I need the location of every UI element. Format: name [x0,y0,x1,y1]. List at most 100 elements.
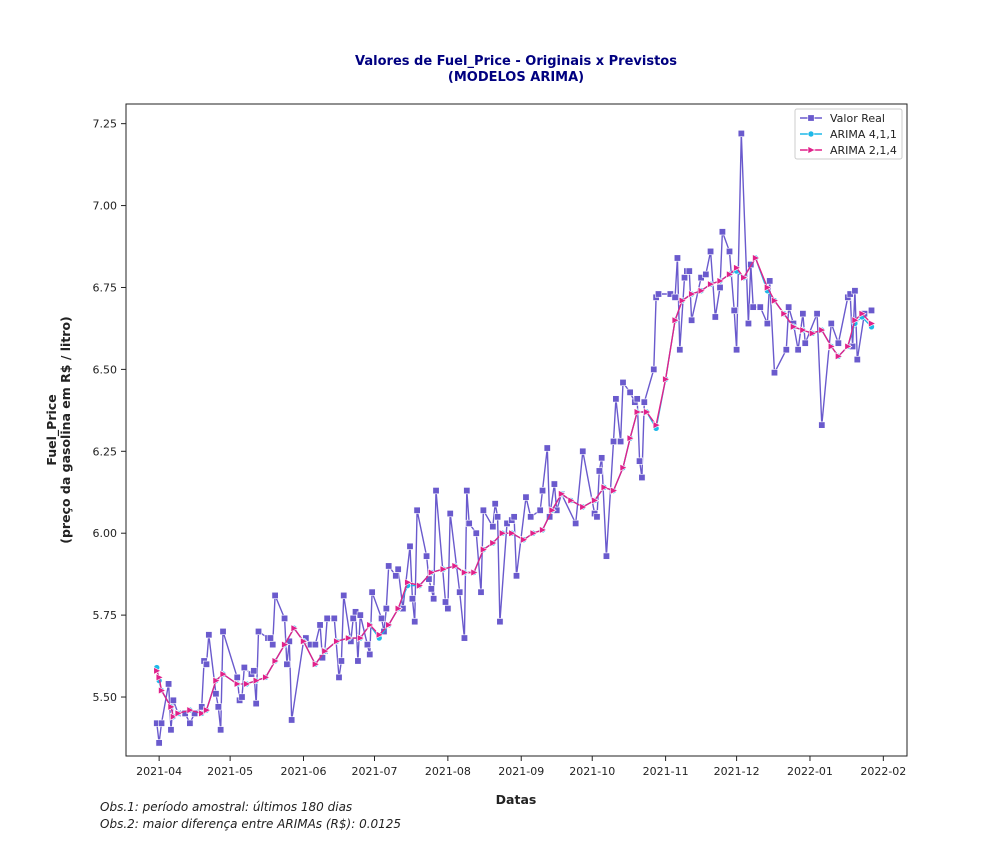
data-point-valor-real [432,487,440,495]
data-point-valor-real [619,378,627,386]
data-point-valor-real [269,641,277,649]
data-point-arima-2-1-4 [764,283,773,292]
legend-label-arima-2-1-4: ARIMA 2,1,4 [830,144,897,157]
data-point-arima-2-1-4 [356,634,365,643]
data-point-valor-real [650,365,658,373]
data-point-valor-real [169,696,177,704]
data-point-arima-2-1-4 [416,581,425,590]
data-point-valor-real [217,726,225,734]
data-point-arima-2-1-4 [489,539,498,548]
data-point-arima-2-1-4 [740,273,749,282]
plot-frame [125,103,908,757]
x-tick-label: 2021-05 [207,765,253,778]
data-point-arima-2-1-4 [167,702,176,711]
data-point-arima-2-1-4 [345,634,354,643]
data-point-valor-real [711,313,719,321]
data-point-valor-real [479,506,487,514]
data-point-arima-2-1-4 [153,666,162,675]
data-point-valor-real [335,673,343,681]
data-point-arima-2-1-4 [461,568,470,577]
data-point-valor-real [423,552,431,560]
legend-label-valor-real: Valor Real [830,112,885,125]
data-point-valor-real [427,585,435,593]
data-point-arima-2-1-4 [652,421,661,430]
data-point-arima-2-1-4 [688,290,697,299]
data-point-valor-real [522,493,530,501]
data-point-valor-real [737,129,745,137]
data-point-arima-2-1-4 [726,270,735,279]
data-point-valor-real [378,614,386,622]
data-point-valor-real [288,716,296,724]
data-point-valor-real [444,605,452,613]
y-tick-label: 6.25 [93,445,118,458]
data-point-arima-2-1-4 [790,322,799,331]
data-point-valor-real [250,667,258,675]
data-point-valor-real [385,562,393,570]
data-point-valor-real [610,437,618,445]
data-point-arima-2-1-4 [321,647,330,656]
data-point-arima-2-1-4 [170,712,179,721]
data-point-arima-2-1-4 [780,309,789,318]
data-point-arima-2-1-4 [548,506,557,515]
x-tick-label: 2022-02 [860,765,906,778]
data-point-arima-2-1-4 [375,630,384,639]
data-point-valor-real [744,320,752,328]
data-point-arima-2-1-4 [470,568,479,577]
data-point-valor-real [430,595,438,603]
data-point-valor-real [801,339,809,347]
data-point-valor-real [330,614,338,622]
data-point-valor-real [673,254,681,262]
data-point-arima-2-1-4 [809,329,818,338]
data-point-arima-2-1-4 [868,319,877,328]
data-point-valor-real [340,591,348,599]
data-point-valor-real [463,487,471,495]
data-point-arima-2-1-4 [212,676,221,685]
note-2: Obs.2: maior diferença entre ARIMAs (R$)… [100,817,402,831]
data-point-arima-2-1-4 [818,326,827,335]
data-point-arima-2-1-4 [771,296,780,305]
data-point-valor-real [323,614,331,622]
data-point-valor-real [785,303,793,311]
x-tick-label: 2021-09 [498,765,544,778]
data-point-valor-real [638,474,646,482]
data-point-valor-real [155,739,163,747]
data-point-valor-real [766,277,774,285]
data-point-arima-2-1-4 [198,709,207,718]
data-point-arima-2-1-4 [404,578,413,587]
data-point-valor-real [536,506,544,514]
data-point-arima-2-1-4 [300,637,309,646]
data-point-arima-2-1-4 [619,463,628,472]
data-point-valor-real [602,552,610,560]
x-tick-label: 2021-07 [352,765,398,778]
x-axis-label: Datas [496,792,537,807]
data-point-arima-2-1-4 [427,568,436,577]
data-point-arima-2-1-4 [508,529,517,538]
y-axis-ticks: 5.50 5.75 6.00 6.25 6.50 6.75 7.00 7.25 [93,118,126,704]
data-point-valor-real [626,388,634,396]
data-point-arima-2-1-4 [186,706,195,715]
data-point-arima-2-1-4 [451,561,460,570]
data-point-valor-real [337,657,345,665]
data-point-valor-real [512,572,520,580]
data-point-valor-real [219,627,227,635]
data-point-valor-real [827,320,835,328]
data-point-valor-real [593,513,601,521]
data-point-valor-real [202,660,210,668]
data-point-arima-2-1-4 [529,529,538,538]
data-point-arima-2-1-4 [610,486,619,495]
data-point-arima-2-1-4 [697,286,706,295]
data-point-arima-2-1-4 [558,489,567,498]
data-point-arima-2-1-4 [858,309,867,318]
data-point-valor-real [782,346,790,354]
data-point-valor-real [813,310,821,318]
data-point-valor-real [356,611,364,619]
x-tick-label: 2022-01 [787,765,833,778]
data-point-valor-real [198,703,206,711]
data-point-valor-real [685,267,693,275]
data-point-valor-real [749,303,757,311]
x-tick-label: 2021-11 [643,765,689,778]
data-point-valor-real [382,605,390,613]
data-point-valor-real [579,447,587,455]
data-point-arima-2-1-4 [203,706,212,715]
data-point-valor-real [794,346,802,354]
